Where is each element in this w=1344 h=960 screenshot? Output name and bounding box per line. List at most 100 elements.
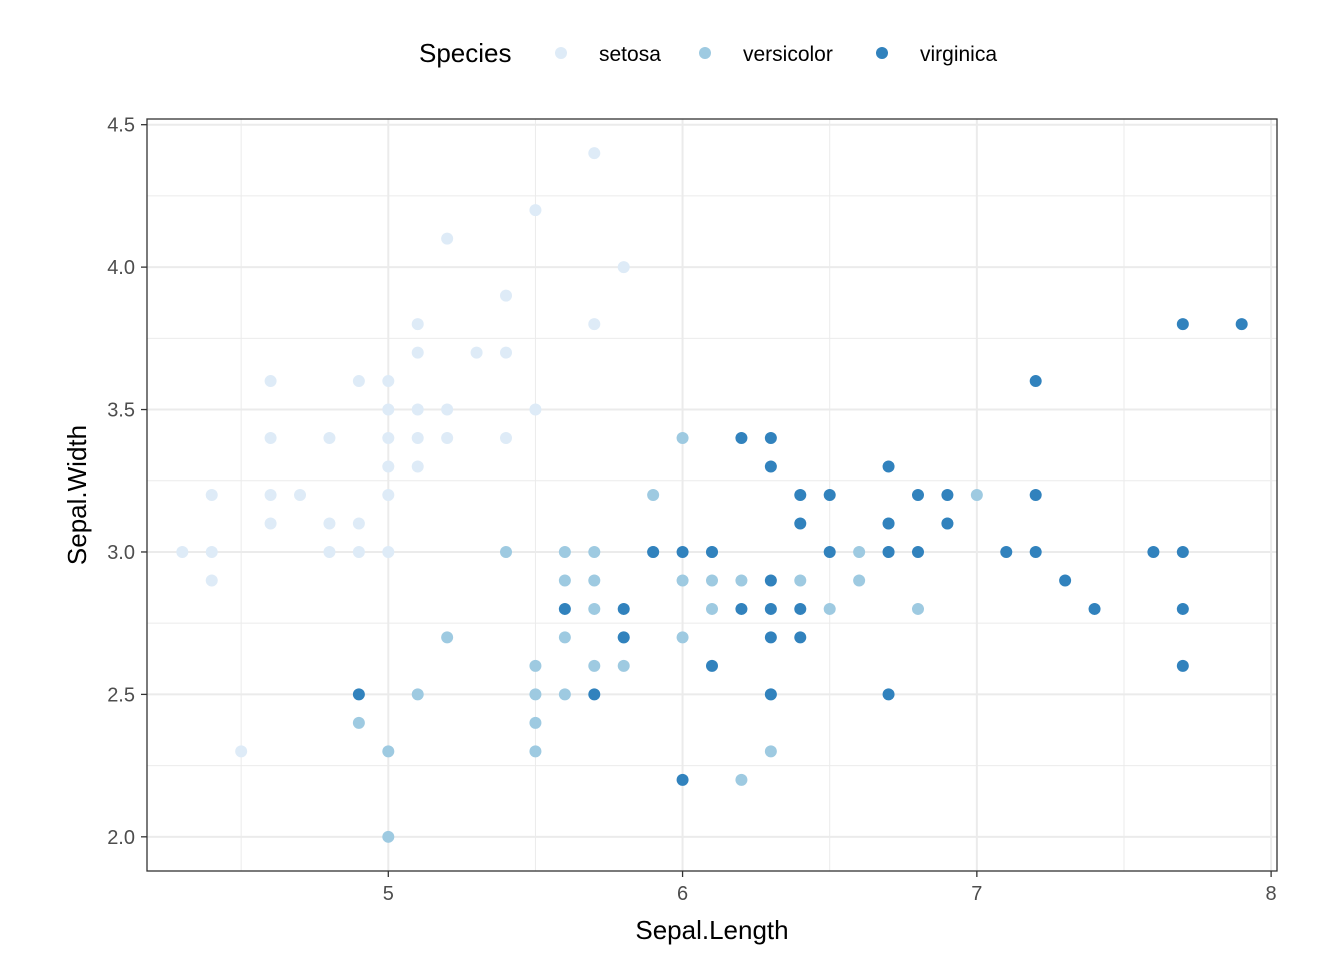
grid: [147, 119, 1277, 871]
data-point-setosa: [176, 545, 189, 558]
data-point-setosa: [382, 403, 395, 416]
data-point-virginica: [794, 517, 807, 530]
data-point-versicolor: [529, 659, 542, 672]
data-point-versicolor: [617, 659, 630, 672]
data-point-virginica: [1029, 375, 1042, 388]
data-point-setosa: [382, 375, 395, 388]
y-axis: 2.0 2.5 3.0 3.5 4.0 4.5: [107, 115, 147, 849]
panel-background: [147, 119, 1277, 871]
data-point-setosa: [323, 545, 336, 558]
data-point-versicolor: [529, 688, 542, 701]
data-point-versicolor: [558, 545, 571, 558]
data-point-setosa: [235, 745, 248, 758]
data-point-setosa: [382, 432, 395, 445]
data-point-virginica: [1176, 659, 1189, 672]
data-point-versicolor: [529, 745, 542, 758]
data-point-virginica: [1000, 545, 1013, 558]
x-axis: 5 6 7 8: [383, 871, 1277, 905]
data-point-versicolor: [529, 716, 542, 729]
data-point-virginica: [764, 460, 777, 473]
data-point-setosa: [411, 403, 424, 416]
legend-label-setosa: setosa: [599, 43, 661, 66]
data-point-setosa: [617, 261, 630, 274]
y-tick-label: 4.5: [107, 115, 135, 137]
legend: Species setosa versicolor virginica: [419, 38, 997, 68]
data-point-setosa: [529, 204, 542, 217]
plot-panel: [146, 118, 1278, 872]
data-point-versicolor: [647, 489, 660, 501]
data-point-versicolor: [588, 602, 601, 615]
data-point-virginica: [1235, 318, 1248, 331]
data-point-setosa: [205, 574, 218, 587]
data-point-virginica: [882, 688, 895, 701]
data-point-versicolor: [382, 745, 395, 758]
legend-title: Species: [419, 38, 512, 68]
data-point-virginica: [823, 545, 836, 558]
data-point-versicolor: [706, 602, 718, 615]
data-point-virginica: [764, 631, 777, 644]
legend-key-setosa: [555, 47, 567, 59]
data-point-virginica: [941, 517, 954, 530]
data-point-versicolor: [382, 830, 395, 843]
data-point-setosa: [205, 489, 218, 501]
data-point-versicolor: [411, 688, 424, 701]
legend-label-versicolor: versicolor: [743, 43, 833, 66]
data-point-virginica: [1059, 574, 1072, 587]
data-point-versicolor: [794, 574, 807, 587]
data-point-virginica: [911, 489, 924, 501]
data-point-virginica: [941, 489, 954, 501]
data-point-setosa: [382, 545, 395, 558]
data-point-setosa: [529, 403, 542, 416]
y-tick-label: 3.5: [107, 400, 135, 422]
data-point-setosa: [352, 375, 365, 388]
data-point-versicolor: [441, 631, 454, 644]
data-point-virginica: [911, 545, 924, 558]
data-point-virginica: [794, 631, 807, 644]
data-point-virginica: [1176, 545, 1189, 558]
data-point-versicolor: [588, 574, 601, 587]
data-point-versicolor: [676, 631, 689, 644]
data-point-versicolor: [588, 545, 601, 558]
data-point-setosa: [352, 517, 365, 530]
data-point-versicolor: [676, 574, 689, 587]
data-point-setosa: [323, 517, 336, 530]
data-point-virginica: [1029, 545, 1042, 558]
data-point-versicolor: [706, 574, 718, 587]
data-point-setosa: [411, 346, 424, 359]
x-tick-label: 8: [1266, 883, 1277, 905]
data-point-setosa: [411, 318, 424, 331]
x-tick-label: 5: [383, 883, 394, 905]
data-point-virginica: [1176, 602, 1189, 615]
data-point-setosa: [352, 545, 365, 558]
data-point-setosa: [411, 460, 424, 473]
x-axis-title: Sepal.Length: [635, 915, 788, 945]
data-point-virginica: [735, 432, 748, 445]
data-point-virginica: [882, 460, 895, 473]
x-tick-label: 7: [971, 883, 982, 905]
data-point-virginica: [706, 545, 718, 558]
data-point-setosa: [588, 147, 601, 160]
data-point-setosa: [500, 432, 513, 445]
data-point-setosa: [264, 517, 277, 530]
data-point-virginica: [558, 602, 571, 615]
y-tick-label: 2.0: [107, 827, 135, 849]
data-point-virginica: [588, 688, 601, 701]
data-point-virginica: [882, 517, 895, 530]
data-point-versicolor: [911, 602, 924, 615]
data-point-versicolor: [853, 545, 866, 558]
data-point-versicolor: [352, 716, 365, 729]
data-point-virginica: [676, 545, 689, 558]
data-point-virginica: [1029, 489, 1042, 501]
data-point-virginica: [764, 574, 777, 587]
data-point-versicolor: [970, 489, 983, 501]
data-point-virginica: [617, 631, 630, 644]
data-point-virginica: [882, 545, 895, 558]
data-point-versicolor: [558, 688, 571, 701]
x-tick-label: 6: [677, 883, 688, 905]
data-point-setosa: [323, 432, 336, 445]
data-point-virginica: [794, 489, 807, 501]
data-point-setosa: [441, 432, 454, 445]
data-point-versicolor: [500, 545, 513, 558]
data-point-versicolor: [823, 602, 836, 615]
